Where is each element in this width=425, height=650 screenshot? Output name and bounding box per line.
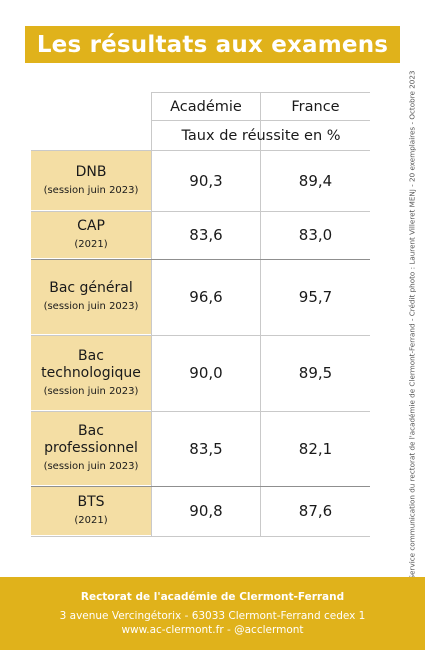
footer-org-name: Rectorat de l'académie de Clermont-Ferra… — [80, 590, 345, 603]
value-academie: 90,8 — [189, 502, 223, 520]
credits-text: Service communication du rectorat de l'a… — [407, 70, 417, 580]
value-france: 89,4 — [298, 171, 333, 190]
footer-web: www.ac-clermont.fr - @acclermont — [121, 623, 304, 636]
row-label: CAP (2021) — [31, 212, 151, 258]
value-academie: 90,0 — [189, 364, 223, 382]
row-divider — [31, 259, 370, 260]
column-header-academie: Académie — [170, 99, 242, 115]
value-france: 95,7 — [298, 288, 333, 306]
row-label: Bac technologique (session juin 2023) — [31, 336, 151, 410]
footer-address: 3 avenue Vercingétorix - 63033 Clermont-… — [59, 609, 366, 622]
row-divider — [31, 536, 370, 537]
value-academie: 96,6 — [189, 288, 223, 306]
value-france: 83,0 — [298, 226, 333, 244]
table-divider — [151, 92, 152, 536]
value-academie: 83,5 — [189, 439, 223, 458]
exam-name: Bac général — [49, 280, 133, 296]
row-divider — [31, 335, 370, 336]
exam-name: technologique — [41, 364, 141, 381]
row-label: Bac général (session juin 2023) — [31, 260, 151, 334]
row-divider — [31, 411, 370, 412]
exam-name: DNB — [75, 163, 107, 180]
exam-session: (session juin 2023) — [43, 385, 139, 397]
table-divider — [151, 92, 370, 93]
exam-session: (2021) — [74, 239, 108, 250]
row-label: DNB (session juin 2023) — [31, 151, 151, 210]
exam-session: (session juin 2023) — [43, 184, 139, 196]
exam-name: Bac — [78, 347, 104, 364]
value-france: 87,6 — [298, 502, 333, 520]
exam-session: (2021) — [74, 515, 108, 526]
exam-name: CAP — [77, 218, 105, 234]
table-subheader: Taux de réussite en % — [181, 128, 341, 144]
table-divider — [151, 120, 370, 121]
row-divider — [31, 211, 370, 212]
value-academie: 83,6 — [189, 226, 223, 244]
exam-session: (session juin 2023) — [43, 461, 139, 472]
exam-session: (session juin 2023) — [43, 301, 139, 312]
value-academie: 90,3 — [189, 171, 223, 190]
exam-name: Bac — [78, 423, 104, 439]
exam-name: professionnel — [44, 440, 138, 456]
row-label: Bac professionnel (session juin 2023) — [31, 412, 151, 485]
exam-name: BTS — [77, 494, 105, 510]
page-title: Les résultats aux examens — [25, 26, 400, 63]
value-france: 82,1 — [298, 439, 333, 458]
row-divider — [31, 150, 370, 151]
table-divider — [260, 92, 261, 536]
footer: Rectorat de l'académie de Clermont-Ferra… — [0, 577, 425, 650]
row-label: BTS (2021) — [31, 487, 151, 535]
column-header-france: France — [291, 99, 340, 115]
value-france: 89,5 — [298, 364, 333, 382]
row-divider — [31, 486, 370, 487]
